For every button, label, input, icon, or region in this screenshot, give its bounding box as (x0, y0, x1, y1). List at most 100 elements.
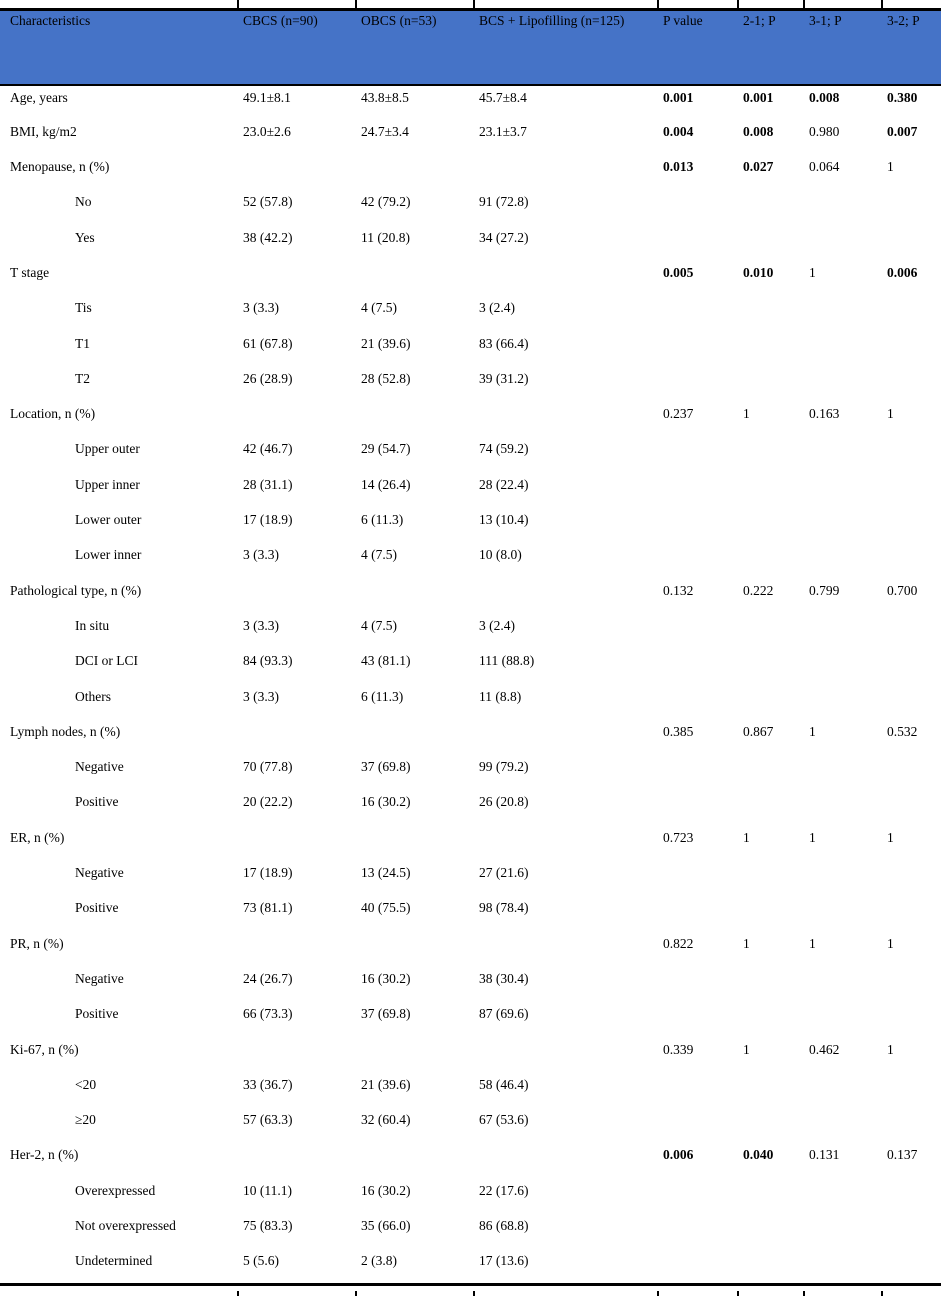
data-cell: 1 (809, 935, 816, 951)
data-cell (803, 1108, 881, 1143)
data-cell (881, 1002, 941, 1037)
data-cell (803, 861, 881, 896)
table-row: Others 3 (3.3) 6 (11.3) 11 (8.8) (0, 685, 941, 720)
table-row: Yes 38 (42.2) 11 (20.8) 34 (27.2) (0, 226, 941, 261)
table-row: Menopause, n (%) 0.013 0.027 0.064 1 (0, 155, 941, 190)
column-boundary-tick (881, 0, 883, 8)
data-cell (881, 790, 941, 825)
data-cell: 1 (887, 935, 894, 951)
data-cell (737, 332, 803, 367)
table-row: Upper inner 28 (31.1) 14 (26.4) 28 (22.4) (0, 473, 941, 508)
data-cell: 0.006 (663, 1147, 694, 1163)
table-row: Negative 24 (26.7) 16 (30.2) 38 (30.4) (0, 967, 941, 1002)
column-boundary-tick (737, 0, 739, 8)
data-cell: 1 (743, 406, 750, 422)
data-cell: 38 (42.2) (243, 229, 293, 245)
table-row: Overexpressed 10 (11.1) 16 (30.2) 22 (17.6) (0, 1179, 941, 1214)
data-cell (737, 1002, 803, 1037)
row-label: Location, n (%) (10, 406, 96, 422)
row-label: Negative (75, 970, 124, 986)
column-boundary-tick (657, 1291, 659, 1296)
column-boundary-tick (803, 0, 805, 8)
data-cell (881, 967, 941, 1002)
data-cell: 0.007 (887, 123, 918, 139)
data-cell (237, 826, 355, 861)
data-cell: 0.822 (663, 935, 694, 951)
data-cell (237, 261, 355, 296)
table-row: No 52 (57.8) 42 (79.2) 91 (72.8) (0, 190, 941, 225)
data-cell: 26 (28.9) (243, 370, 293, 386)
data-cell (881, 437, 941, 472)
row-label: Others (75, 688, 111, 704)
table-row: Age, years 49.1±8.1 43.8±8.5 45.7±8.4 0.001 0… (0, 85, 941, 120)
data-cell: 0.040 (743, 1147, 774, 1163)
data-cell: 16 (30.2) (361, 970, 411, 986)
data-cell: 111 (88.8) (479, 653, 535, 669)
data-cell (657, 790, 737, 825)
data-cell: 1 (743, 1041, 750, 1057)
data-cell (881, 861, 941, 896)
data-cell (803, 967, 881, 1002)
data-cell: 1 (887, 406, 894, 422)
data-cell (737, 543, 803, 578)
data-cell (881, 649, 941, 684)
data-cell (657, 614, 737, 649)
header-row: Characteristics CBCS (n=90) OBCS (n=53) … (0, 9, 941, 86)
table-header: Characteristics CBCS (n=90) OBCS (n=53) … (0, 9, 941, 86)
data-cell (237, 932, 355, 967)
header-cell-p-2-1: 2-1; P (737, 9, 803, 86)
header-cell-p-3-2: 3-2; P (881, 9, 941, 86)
row-label: Positive (75, 1006, 119, 1022)
row-label: Positive (75, 900, 119, 916)
data-cell (657, 1179, 737, 1214)
data-cell (737, 226, 803, 261)
data-cell: 3 (2.4) (479, 300, 515, 316)
data-cell: 0.131 (809, 1147, 840, 1163)
data-cell (657, 967, 737, 1002)
row-label: BMI, kg/m2 (10, 123, 77, 139)
data-cell: 27 (21.6) (479, 865, 529, 881)
data-cell: 99 (79.2) (479, 759, 529, 775)
data-cell (237, 1143, 355, 1178)
data-cell: 42 (79.2) (361, 194, 411, 210)
data-cell: 98 (78.4) (479, 900, 529, 916)
data-cell: 58 (46.4) (479, 1076, 529, 1092)
header-label: 3-1; P (809, 13, 842, 28)
column-boundary-tick (473, 1291, 475, 1296)
data-cell (657, 367, 737, 402)
data-cell: 4 (7.5) (361, 617, 397, 633)
row-label: ER, n (%) (10, 829, 65, 845)
data-cell (737, 614, 803, 649)
data-cell (803, 332, 881, 367)
data-cell: 43.8±8.5 (361, 89, 409, 105)
table-row: Not overexpressed 75 (83.3) 35 (66.0) 86 (6… (0, 1214, 941, 1249)
data-cell: 21 (39.6) (361, 1076, 411, 1092)
data-cell: 45.7±8.4 (479, 89, 527, 105)
row-label: Age, years (10, 89, 68, 105)
column-boundary-tick (237, 0, 239, 8)
data-cell: 0.532 (887, 723, 918, 739)
data-cell (657, 543, 737, 578)
data-cell (737, 296, 803, 331)
data-cell: 0.008 (743, 123, 774, 139)
data-cell (657, 190, 737, 225)
row-label: No (75, 194, 92, 210)
column-boundary-tick (355, 0, 357, 8)
data-cell: 0.222 (743, 582, 774, 598)
data-cell (803, 1179, 881, 1214)
data-cell (473, 720, 657, 755)
data-cell: 37 (69.8) (361, 1006, 411, 1022)
data-cell: 1 (887, 829, 894, 845)
data-cell: 3 (3.3) (243, 617, 279, 633)
data-cell: 3 (3.3) (243, 688, 279, 704)
column-boundary-tick (657, 0, 659, 8)
data-cell: 23.1±3.7 (479, 123, 527, 139)
table-row: Lower inner 3 (3.3) 4 (7.5) 10 (8.0) (0, 543, 941, 578)
table-row: Lower outer 17 (18.9) 6 (11.3) 13 (10.4) (0, 508, 941, 543)
data-cell: 70 (77.8) (243, 759, 293, 775)
data-cell: 0.385 (663, 723, 694, 739)
table-row: ER, n (%) 0.723 1 1 1 (0, 826, 941, 861)
row-label: Lower inner (75, 547, 142, 563)
data-cell (355, 1038, 473, 1073)
data-cell (737, 437, 803, 472)
